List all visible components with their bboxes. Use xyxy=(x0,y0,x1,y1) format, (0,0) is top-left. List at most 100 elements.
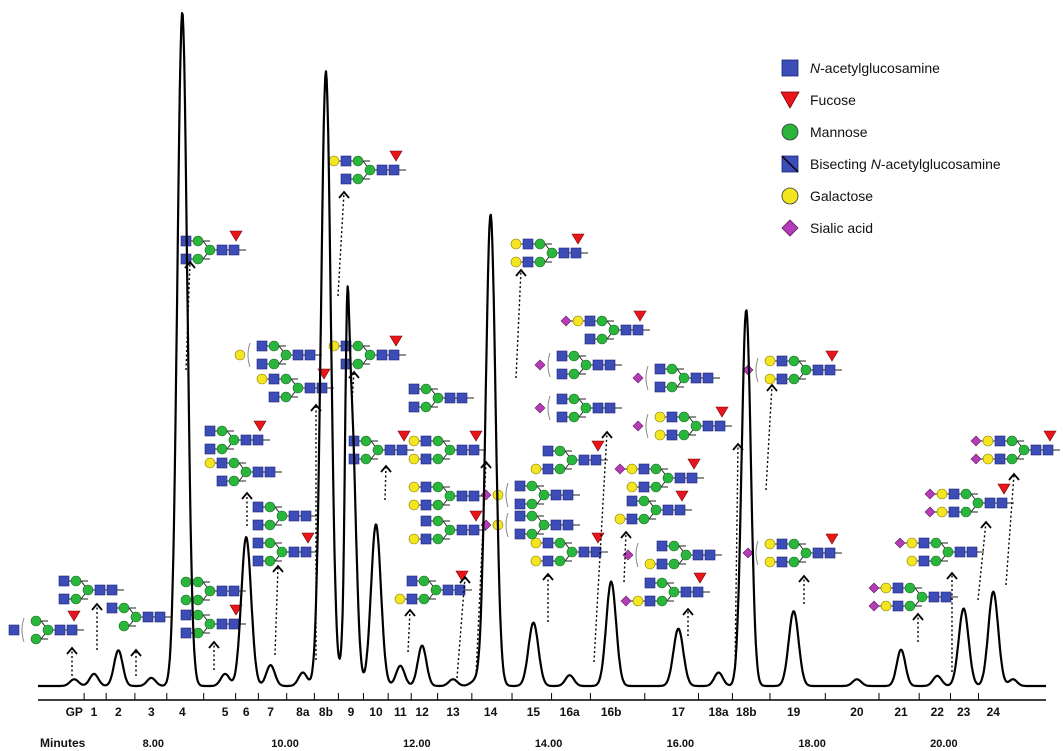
mannose-icon xyxy=(554,445,566,457)
glcnac-icon xyxy=(444,392,456,404)
glcnac-icon xyxy=(824,547,836,559)
glcnac-icon xyxy=(824,364,836,376)
glycan xyxy=(614,490,692,525)
glycan xyxy=(180,604,246,639)
mannose-icon xyxy=(930,555,942,567)
glcnac-icon xyxy=(776,556,788,568)
glcnac-icon xyxy=(692,586,704,598)
mannose-icon xyxy=(352,340,364,352)
mannose-icon xyxy=(568,368,580,380)
mannose-icon xyxy=(204,585,216,597)
glcnac-icon xyxy=(340,173,352,185)
glcnac-icon xyxy=(288,510,300,522)
glcnac-icon xyxy=(704,549,716,561)
mannose-icon xyxy=(364,164,376,176)
glcnac-icon xyxy=(686,472,698,484)
peak-arrow xyxy=(91,602,103,650)
legend-item: Fucose xyxy=(780,91,856,109)
glcnac-icon xyxy=(644,577,656,589)
glcnac-icon xyxy=(228,618,240,630)
peak-label: 6 xyxy=(243,705,250,719)
glcnac-icon xyxy=(558,247,570,259)
glycan xyxy=(534,393,622,423)
mannose-icon xyxy=(180,576,192,588)
peak-label: 9 xyxy=(348,705,355,719)
sialic-acid-icon xyxy=(868,600,880,612)
glcnac-icon xyxy=(592,402,604,414)
glcnac-icon xyxy=(58,575,70,587)
sialic-acid-icon xyxy=(924,506,936,518)
glycan xyxy=(256,368,334,403)
mannose-icon xyxy=(580,359,592,371)
mannose-icon xyxy=(292,382,304,394)
peak-arrow xyxy=(593,430,613,663)
arrow-head xyxy=(620,530,632,539)
arrow-shaft xyxy=(337,191,345,297)
peak-arrow xyxy=(272,564,284,656)
glcnac-icon xyxy=(256,358,268,370)
bracket xyxy=(547,352,551,378)
glcnac-icon xyxy=(66,624,78,636)
legend-item: Sialic acid xyxy=(781,219,873,237)
bracket xyxy=(247,342,251,368)
glycan xyxy=(480,480,580,510)
glcnac-icon xyxy=(376,164,388,176)
glycan xyxy=(408,481,486,511)
mannose-icon xyxy=(276,510,288,522)
fucose-icon xyxy=(67,610,81,622)
mannose-icon xyxy=(800,364,812,376)
mannose-icon xyxy=(566,454,578,466)
mannose-icon xyxy=(240,466,252,478)
peak-arrow xyxy=(404,608,416,653)
peak-arrow xyxy=(682,607,694,636)
arrow-head xyxy=(515,268,527,277)
peak-label: 15 xyxy=(527,705,541,719)
arrow-shaft xyxy=(977,521,987,601)
glcnac-icon xyxy=(578,546,590,558)
fucose-icon xyxy=(571,233,585,245)
mannose-icon xyxy=(1018,444,1030,456)
mannose-icon xyxy=(788,538,800,550)
glycan xyxy=(560,310,650,345)
glcnac-icon xyxy=(408,401,420,413)
glycan xyxy=(348,430,414,465)
peak-label: 17 xyxy=(672,705,686,719)
arrow-shaft xyxy=(407,609,411,653)
fucose-icon xyxy=(715,406,729,418)
peak-arrow xyxy=(208,640,220,670)
sialic-acid-icon xyxy=(480,489,492,501)
galactose-icon xyxy=(256,373,268,385)
mannose-icon xyxy=(680,549,692,561)
glcnac-icon xyxy=(584,333,596,345)
peak-arrow xyxy=(337,190,350,297)
mannose-icon xyxy=(268,358,280,370)
arrow-head xyxy=(682,607,694,616)
mannose-icon xyxy=(70,575,82,587)
mannose-icon xyxy=(656,577,668,589)
mannose-icon xyxy=(420,383,432,395)
glycan xyxy=(530,440,608,475)
glcnac-icon xyxy=(690,372,702,384)
glcnac-icon xyxy=(456,444,468,456)
mannose-icon xyxy=(264,519,276,531)
arrow-head xyxy=(1008,472,1020,481)
galactose-icon xyxy=(880,600,892,612)
sialic-acid-icon xyxy=(534,402,546,414)
mannose-icon xyxy=(666,363,678,375)
mannose-icon xyxy=(418,593,430,605)
glcnac-icon xyxy=(948,506,960,518)
mannose-icon xyxy=(30,615,42,627)
mannose-icon xyxy=(432,392,444,404)
glcnac-icon xyxy=(928,591,940,603)
mannose-icon xyxy=(360,453,372,465)
sialic-acid-icon xyxy=(781,219,799,237)
glcnac-icon xyxy=(304,382,316,394)
mannose-icon xyxy=(228,434,240,446)
x-tick-label: 12.00 xyxy=(403,738,431,750)
glcnac-icon xyxy=(892,582,904,594)
glcnac-icon xyxy=(578,454,590,466)
x-tick-label: 20.00 xyxy=(930,738,958,750)
peak-label: 13 xyxy=(446,705,460,719)
glcnac-icon xyxy=(542,463,554,475)
galactose-icon xyxy=(408,435,420,447)
